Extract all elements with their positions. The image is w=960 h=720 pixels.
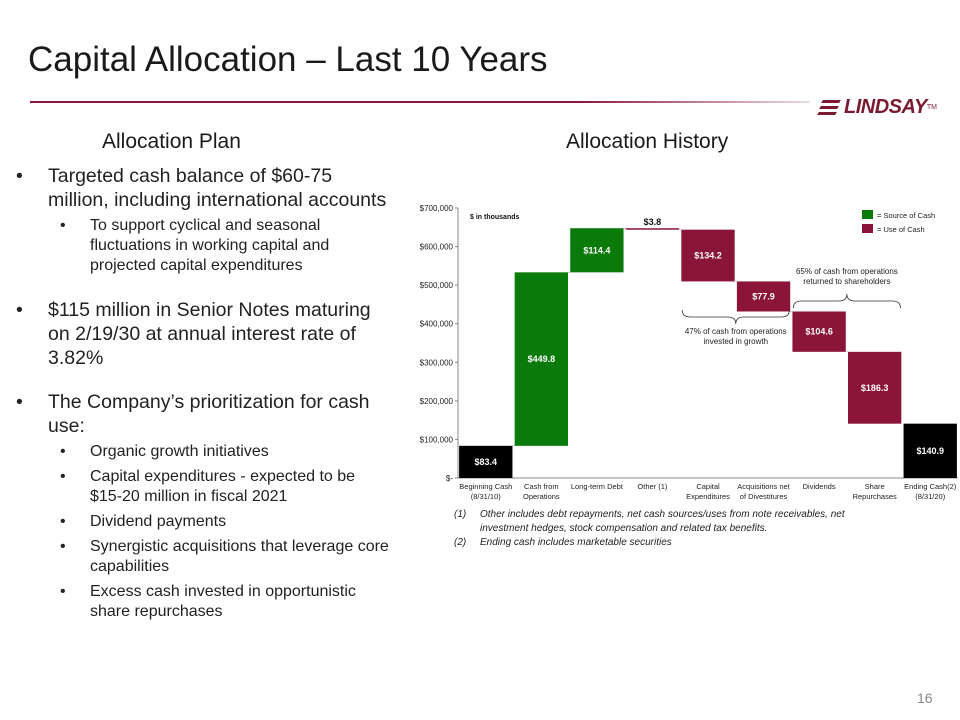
bar-value-label: $449.8 <box>528 354 556 364</box>
sub-bullet-item: Organic growth initiatives <box>10 442 390 462</box>
x-category-label: Share <box>865 482 885 491</box>
sub-bullet-item: Dividend payments <box>10 512 390 532</box>
x-category-label: Capital <box>696 482 720 491</box>
logo-stripes-icon <box>817 99 842 116</box>
footnote-2: (2) Ending cash includes marketable secu… <box>454 536 894 550</box>
bar-value-label: $134.2 <box>694 251 722 261</box>
sub-bullet-item: Excess cash invested in opportunistic sh… <box>10 582 390 622</box>
bullet-item: The Company’s prioritization for cash us… <box>10 390 390 438</box>
annotation-text: returned to shareholders <box>803 277 890 286</box>
legend-label: = Source of Cash <box>877 211 935 220</box>
company-logo: LINDSAY TM <box>817 96 937 119</box>
sub-bullet-item: Capital expenditures - expected to be $1… <box>10 467 390 507</box>
y-tick-label: $300,000 <box>420 358 454 367</box>
x-category-label: (8/31/10) <box>471 492 502 501</box>
waterfall-bar <box>848 351 902 424</box>
allocation-waterfall-chart: $- $100,000 $200,000 $300,000 $400,000 $500,0… <box>410 198 960 508</box>
waterfall-bar <box>514 272 568 446</box>
title-divider <box>30 101 810 103</box>
x-category-label: Cash from <box>524 482 559 491</box>
bar-value-label: $140.9 <box>916 446 944 456</box>
bar-value-label: $114.4 <box>583 245 610 255</box>
allocation-history-heading: Allocation History <box>566 130 729 153</box>
y-tick-label: $600,000 <box>420 243 454 252</box>
waterfall-bar <box>625 228 680 230</box>
waterfall-chart-svg: $- $100,000 $200,000 $300,000 $400,000 $500,0… <box>420 204 958 501</box>
waterfall-bar <box>903 423 957 478</box>
unit-note: $ in thousands <box>470 214 520 221</box>
x-category-label: (8/31/20) <box>915 492 946 501</box>
legend-swatch <box>862 210 873 219</box>
waterfall-bar <box>681 229 735 282</box>
x-category-label: Beginning Cash <box>459 482 512 491</box>
y-tick-label: $400,000 <box>420 320 454 329</box>
x-category-label: Expenditures <box>686 492 730 501</box>
footnote-text: Ending cash includes marketable securiti… <box>480 537 672 548</box>
legend-label: = Use of Cash <box>877 225 925 234</box>
bar-value-label: $77.9 <box>752 291 775 301</box>
bar-value-label: $186.3 <box>861 383 889 393</box>
legend-swatch <box>862 224 873 233</box>
x-category-label: of Divestitures <box>740 492 788 501</box>
x-category-label: Repurchases <box>853 492 897 501</box>
sub-bullet-item: To support cyclical and seasonal fluctua… <box>10 216 390 276</box>
waterfall-bar <box>792 311 846 352</box>
y-tick-label: $700,000 <box>420 204 454 213</box>
x-category-label: Other (1) <box>637 482 668 491</box>
y-tick-label: $200,000 <box>420 397 454 406</box>
footnote-number: (2) <box>454 537 467 548</box>
y-tick-label: $100,000 <box>420 435 454 444</box>
annotation-text: 65% of cash from operations <box>796 267 898 276</box>
y-tick-label: $- <box>446 474 453 483</box>
annotation-brace <box>792 293 901 309</box>
allocation-plan-heading: Allocation Plan <box>102 130 241 153</box>
bullet-item: $115 million in Senior Notes maturing on… <box>10 298 390 370</box>
bar-value-label: $83.4 <box>475 457 498 467</box>
bar-value-label: $104.6 <box>805 327 833 337</box>
footnote-number: (1) <box>454 509 467 520</box>
sub-bullet-item: Synergistic acquisitions that leverage c… <box>10 537 390 577</box>
page-title: Capital Allocation – Last 10 Years <box>28 40 548 79</box>
bar-value-label: $3.8 <box>644 217 662 227</box>
waterfall-bar <box>736 281 791 312</box>
y-tick-label: $500,000 <box>420 281 454 290</box>
bullet-item: Targeted cash balance of $60-75 million,… <box>10 164 390 212</box>
footnote-text: Other includes debt repayments, net cash… <box>480 509 845 534</box>
x-category-label: Dividends <box>803 482 836 491</box>
annotation-text: 47% of cash from operations <box>685 327 787 336</box>
annotation-text: invested in growth <box>704 337 768 346</box>
waterfall-bar <box>570 228 624 273</box>
x-category-label: Acquisitions net <box>737 482 790 491</box>
x-category-label: Long-term Debt <box>571 482 624 491</box>
footnotes: (1) Other includes debt repayments, net … <box>454 508 894 550</box>
x-category-label: Ending Cash(2) <box>904 482 957 491</box>
waterfall-bar <box>459 445 513 478</box>
allocation-plan-list: Targeted cash balance of $60-75 million,… <box>10 164 390 622</box>
footnote-1: (1) Other includes debt repayments, net … <box>454 508 894 536</box>
logo-trademark: TM <box>926 104 937 111</box>
page-number: 16 <box>917 690 933 706</box>
logo-text: LINDSAY <box>844 96 927 118</box>
x-category-label: Operations <box>523 492 560 501</box>
annotation-brace <box>681 309 790 325</box>
